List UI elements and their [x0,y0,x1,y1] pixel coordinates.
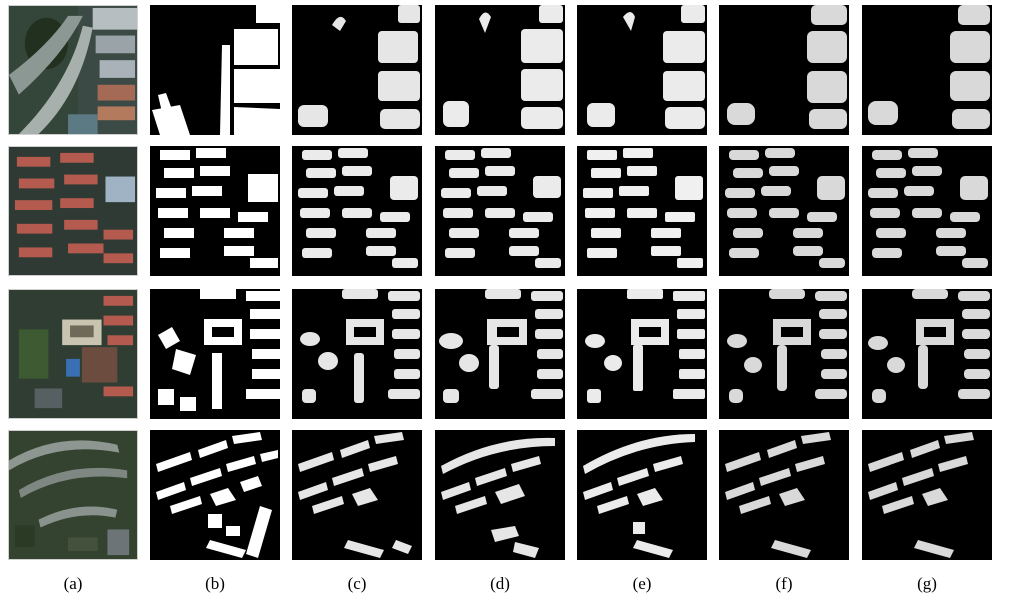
predicted-mask-g-row-1 [862,5,992,135]
predicted-mask-g-row-4 [862,430,992,560]
column-label-c: (c) [347,574,367,593]
ground-truth-mask-row-1 [150,5,280,135]
ground-truth-mask-row-3 [150,289,280,419]
predicted-mask-d-row-3 [435,289,565,419]
column-label-g: (g) [917,574,937,593]
predicted-mask-c-row-3 [292,289,422,419]
predicted-mask-d-row-1 [435,5,565,135]
predicted-mask-d-row-2 [435,146,565,276]
satellite-image-row-3 [8,289,138,419]
satellite-image-row-1 [8,5,138,135]
predicted-mask-f-row-3 [719,289,849,419]
predicted-mask-g-row-2 [862,146,992,276]
ground-truth-mask-row-4 [150,430,280,560]
predicted-mask-e-row-4 [577,430,707,560]
predicted-mask-e-row-1 [577,5,707,135]
satellite-image-row-2 [8,146,138,276]
column-label-a: (a) [63,574,83,593]
predicted-mask-e-row-3 [577,289,707,419]
predicted-mask-e-row-2 [577,146,707,276]
predicted-mask-c-row-1 [292,5,422,135]
ground-truth-mask-row-2 [150,146,280,276]
column-label-f: (f) [775,574,793,593]
predicted-mask-g-row-3 [862,289,992,419]
predicted-mask-c-row-2 [292,146,422,276]
column-label-e: (e) [632,574,652,593]
predicted-mask-c-row-4 [292,430,422,560]
predicted-mask-f-row-4 [719,430,849,560]
predicted-mask-f-row-2 [719,146,849,276]
predicted-mask-d-row-4 [435,430,565,560]
satellite-image-row-4 [8,430,138,560]
column-label-b: (b) [205,574,225,593]
column-label-d: (d) [490,574,510,593]
predicted-mask-f-row-1 [719,5,849,135]
